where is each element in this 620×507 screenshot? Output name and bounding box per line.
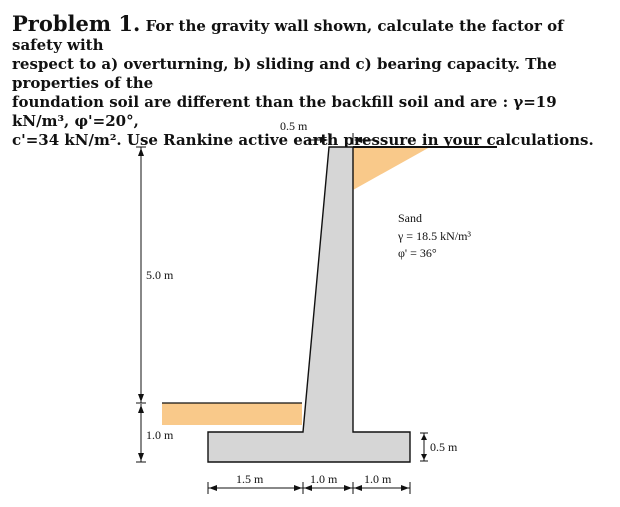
stem-base-width-label: 1.0 m bbox=[310, 472, 338, 486]
heel-length-label: 1.0 m bbox=[364, 472, 392, 486]
heel-arrowhead-left bbox=[354, 485, 362, 491]
base-thickness-label: 0.5 m bbox=[430, 440, 458, 454]
stem-top-width-label: 0.5 m bbox=[280, 119, 308, 133]
embedment-arrowhead-top bbox=[138, 405, 144, 413]
problem-text-1: For the gravity wall shown, calculate th… bbox=[12, 17, 564, 54]
embedment-arrowhead-bottom bbox=[138, 453, 144, 461]
problem-line-4: c'=34 kN/m². Use Rankine active earth pr… bbox=[12, 131, 594, 149]
front-soil-band bbox=[162, 403, 302, 425]
toe-arrowhead-right bbox=[294, 485, 302, 491]
toe-arrowhead-left bbox=[209, 485, 217, 491]
base-thickness-arrowhead-bottom bbox=[421, 454, 427, 460]
soil-friction-angle-label: φ' = 36° bbox=[398, 246, 437, 260]
gravity-wall-body bbox=[207, 146, 411, 463]
embedment-depth-label: 1.0 m bbox=[146, 428, 174, 442]
soil-unit-weight-label: γ = 18.5 kN/m³ bbox=[397, 229, 471, 243]
toe-length-label: 1.5 m bbox=[236, 472, 264, 486]
top-width-arrowhead-left bbox=[320, 137, 328, 143]
height-arrowhead-top bbox=[138, 148, 144, 156]
stem-arrowhead-right bbox=[344, 485, 352, 491]
base-thickness-arrowhead-top bbox=[421, 434, 427, 440]
soil-name-label: Sand bbox=[398, 211, 422, 225]
top-width-arrowhead-right bbox=[354, 137, 362, 143]
height-arrowhead-bottom bbox=[138, 394, 144, 402]
backfill-soil-wedge bbox=[353, 147, 430, 190]
problem-statement: Problem 1. For the gravity wall shown, c… bbox=[12, 11, 612, 150]
problem-line-3: foundation soil are different than the b… bbox=[12, 93, 557, 130]
heel-arrowhead-right bbox=[401, 485, 409, 491]
problem-line-2: respect to a) overturning, b) sliding an… bbox=[12, 55, 557, 92]
problem-line-1: Problem 1. For the gravity wall shown, c… bbox=[12, 11, 612, 55]
problem-heading: Problem 1. bbox=[12, 11, 141, 36]
stem-arrowhead-left bbox=[304, 485, 312, 491]
wall-height-label: 5.0 m bbox=[146, 268, 174, 282]
